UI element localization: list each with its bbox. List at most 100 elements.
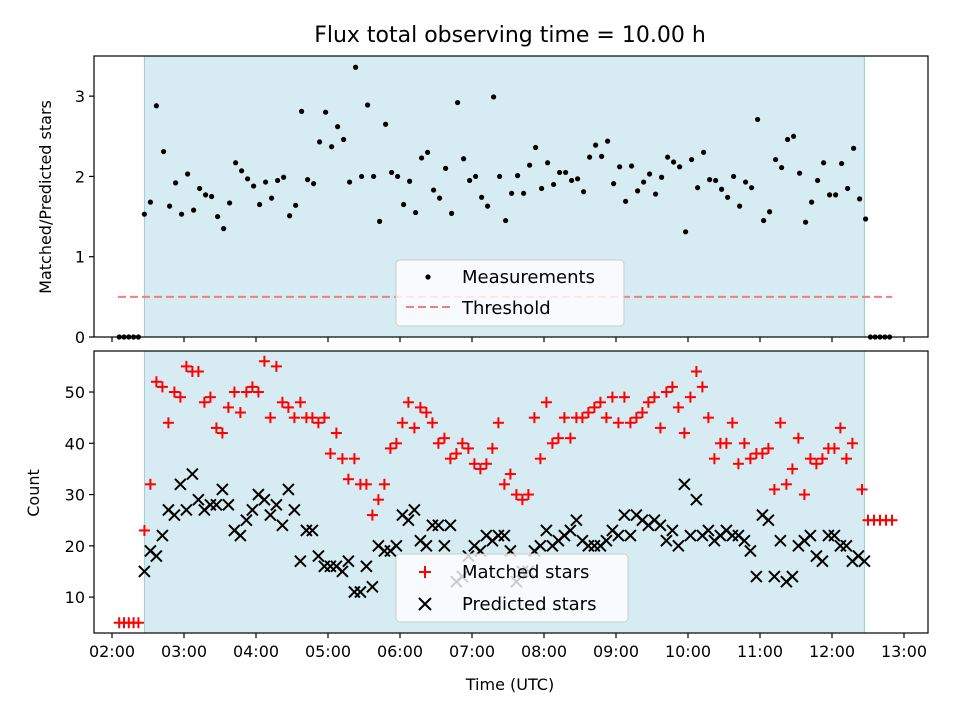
data-point — [180, 360, 192, 372]
data-point-stroke — [570, 513, 583, 527]
data-point — [774, 534, 787, 547]
data-point — [647, 171, 653, 177]
data-point — [252, 386, 264, 398]
data-point — [336, 453, 348, 465]
data-point — [630, 412, 642, 424]
data-point — [696, 381, 708, 393]
data-point — [275, 177, 281, 184]
data-point — [785, 136, 791, 143]
data-point — [809, 199, 815, 205]
data-point — [336, 565, 349, 578]
data-point — [312, 417, 324, 429]
data-point — [695, 185, 701, 191]
data-point — [402, 513, 415, 527]
data-point — [522, 489, 534, 501]
data-point — [744, 544, 757, 558]
data-point-stroke — [786, 570, 799, 583]
data-point — [791, 133, 797, 139]
bottom-axes-frame — [93, 350, 929, 634]
data-point — [774, 417, 786, 429]
x-tick-label: 03:00 — [161, 642, 207, 661]
data-point-stroke — [186, 467, 199, 481]
data-point — [444, 453, 456, 465]
data-point — [438, 539, 451, 553]
data-point — [192, 493, 205, 506]
data-point-stroke — [624, 529, 637, 542]
data-point — [618, 391, 630, 403]
bottom-y-tick-label: 20 — [65, 537, 85, 556]
data-point — [756, 448, 768, 460]
data-point — [335, 124, 341, 130]
data-point-stroke — [396, 508, 409, 522]
data-point — [395, 173, 401, 180]
data-point — [147, 199, 153, 205]
data-point — [156, 529, 169, 542]
data-point — [192, 366, 204, 378]
data-point — [629, 163, 635, 169]
data-point — [863, 216, 869, 222]
data-point-stroke — [660, 534, 673, 547]
data-point-stroke — [738, 534, 751, 547]
data-point — [689, 156, 695, 163]
data-point — [473, 173, 479, 180]
data-point-stroke — [390, 539, 403, 553]
x-tick-label: 02:00 — [89, 642, 135, 661]
data-point — [840, 453, 852, 465]
data-point — [162, 417, 174, 429]
data-point — [215, 213, 221, 220]
data-point — [720, 437, 732, 449]
data-point — [654, 519, 667, 532]
data-point-stroke — [420, 539, 433, 553]
data-point — [797, 170, 803, 176]
data-point — [593, 142, 599, 148]
data-point — [768, 483, 780, 495]
data-point — [671, 159, 677, 165]
data-point — [588, 401, 600, 413]
data-point — [654, 422, 666, 434]
data-point — [341, 136, 347, 143]
data-point — [167, 203, 173, 209]
data-point — [450, 448, 462, 460]
top-y-tick-label: 0 — [75, 328, 85, 347]
data-point-stroke — [294, 555, 307, 568]
data-point — [330, 427, 342, 439]
data-point — [659, 174, 665, 180]
data-point — [677, 164, 683, 170]
data-point-stroke — [702, 524, 715, 537]
bottom-y-tick-label: 30 — [65, 486, 85, 505]
data-point — [443, 165, 449, 171]
data-point — [276, 519, 289, 532]
data-point — [702, 524, 715, 537]
data-point — [755, 116, 761, 123]
data-point — [492, 417, 504, 429]
data-point-stroke — [672, 539, 685, 553]
data-point — [396, 417, 408, 429]
data-point — [245, 176, 251, 182]
data-point — [827, 192, 833, 198]
data-point-stroke — [732, 529, 745, 542]
data-point — [624, 529, 637, 542]
data-point — [624, 417, 636, 429]
data-point — [270, 498, 283, 512]
data-point — [581, 189, 587, 195]
data-point — [504, 468, 516, 480]
data-point — [371, 173, 377, 180]
data-point — [684, 391, 696, 403]
data-point — [228, 386, 240, 398]
x-tick-label: 04:00 — [233, 642, 279, 661]
data-point-stroke — [174, 478, 187, 491]
data-point — [299, 108, 305, 114]
data-point-stroke — [618, 508, 631, 522]
data-point — [420, 407, 432, 419]
data-point — [528, 412, 540, 424]
data-point — [497, 173, 503, 180]
data-point — [402, 396, 414, 408]
data-point-stroke — [288, 503, 301, 517]
data-point — [366, 509, 378, 521]
data-point — [234, 407, 246, 419]
data-point — [738, 437, 750, 449]
data-point — [768, 570, 781, 583]
data-point-stroke — [432, 519, 445, 532]
data-point — [263, 179, 269, 185]
